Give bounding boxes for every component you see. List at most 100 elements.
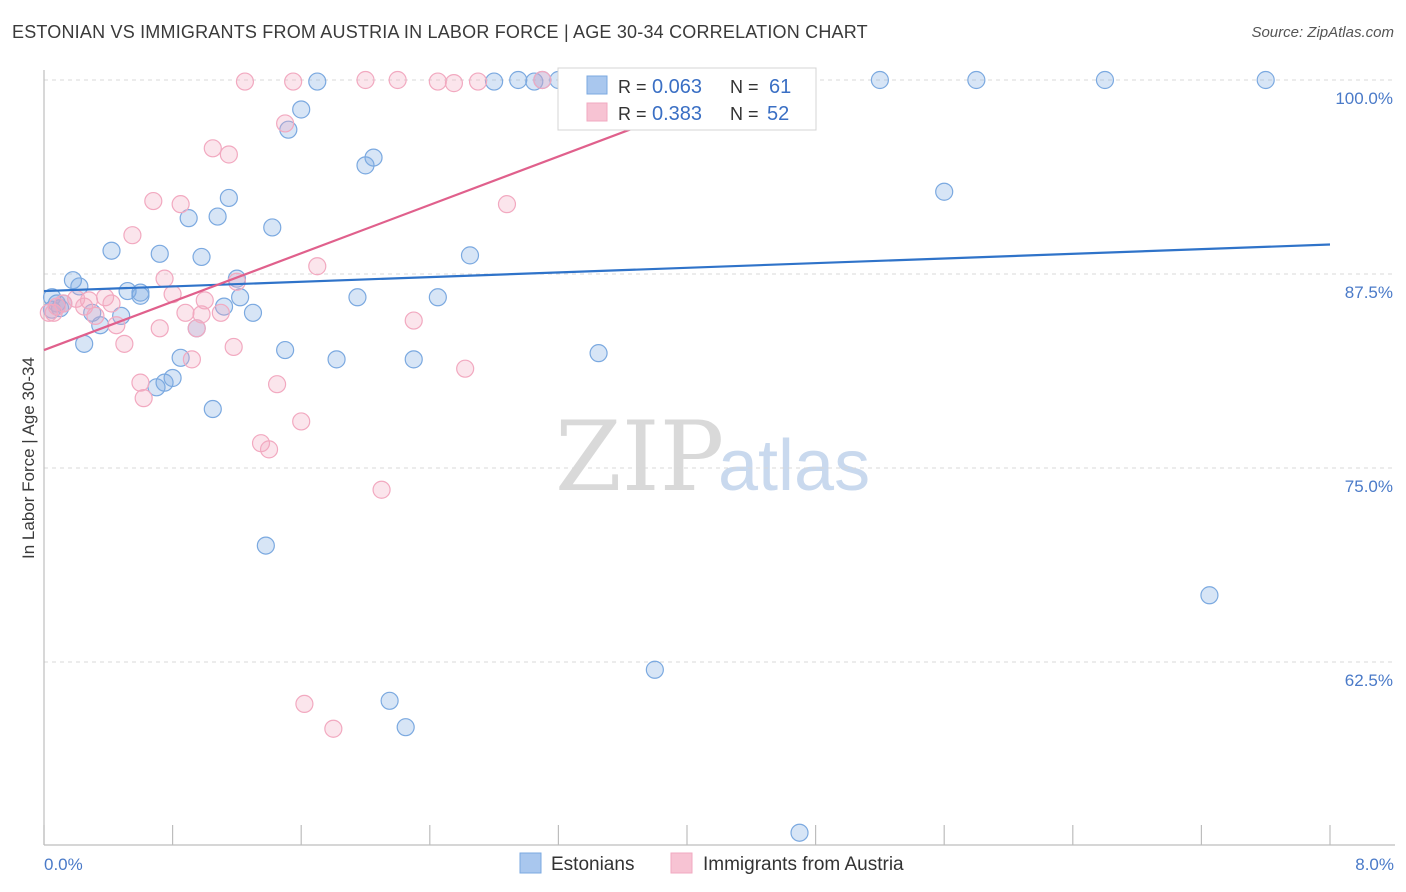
austria-point xyxy=(86,306,105,326)
austria-point xyxy=(468,72,488,91)
y-tick-label: 62.5% xyxy=(1345,671,1393,690)
austria-point xyxy=(123,226,142,245)
austria-point xyxy=(284,72,303,91)
estonians-point xyxy=(276,340,295,360)
estonians-point xyxy=(404,350,423,369)
source-label: Source: ZipAtlas.com xyxy=(1251,24,1394,41)
legend-r-value-1: 0.063 xyxy=(652,76,702,98)
austria-point xyxy=(388,70,407,90)
estonians-point xyxy=(348,288,367,307)
estonians-point xyxy=(967,70,986,90)
estonians-trend-line xyxy=(43,243,1331,293)
estonians-point xyxy=(263,218,282,237)
austria-point xyxy=(235,72,255,91)
austria-point xyxy=(292,412,311,431)
legend-swatch-pink xyxy=(586,102,608,122)
estonians-point xyxy=(208,207,227,226)
austria-trend-line xyxy=(43,113,672,352)
watermark-atlas: atlas xyxy=(718,426,870,506)
austria-point xyxy=(211,303,230,322)
austria-point xyxy=(203,139,222,158)
estonians-point xyxy=(870,70,890,90)
austria-point xyxy=(187,319,206,338)
estonians-point xyxy=(150,244,169,263)
estonians-point xyxy=(1200,586,1219,605)
austria-point xyxy=(219,145,238,164)
estonians-point xyxy=(42,300,62,319)
austria-point xyxy=(182,350,201,369)
x-axis-ticks xyxy=(43,825,1331,845)
legend-n-label-1: N = xyxy=(730,77,759,97)
estonians-point xyxy=(589,344,608,363)
watermark-zip: ZIP xyxy=(555,401,724,513)
estonians-point xyxy=(256,536,275,555)
austria-point xyxy=(404,311,423,330)
austria-point xyxy=(224,337,243,357)
estonians-point xyxy=(1095,70,1115,90)
bottom-legend-estonians: Estonians xyxy=(551,854,634,875)
y-tick-label: 75.0% xyxy=(1345,477,1393,496)
bottom-legend-swatch-austria xyxy=(670,852,693,874)
legend-n-label-2: N = xyxy=(730,104,759,124)
austria-point xyxy=(356,70,375,90)
estonians-point xyxy=(460,246,480,265)
estonians-point xyxy=(203,399,222,419)
austria-point xyxy=(428,72,447,91)
x-tick-min: 0.0% xyxy=(44,855,83,874)
austria-point xyxy=(295,694,314,714)
austria-point xyxy=(192,305,211,324)
austria-point xyxy=(259,440,279,459)
austria-point xyxy=(155,269,174,288)
legend-n-value-2: 52 xyxy=(767,103,789,125)
austria-point xyxy=(324,719,343,738)
estonians-point xyxy=(163,368,182,388)
y-axis-tick-labels: 62.5% 75.0% 87.5% 100.0% xyxy=(1335,89,1393,690)
estonians-point xyxy=(192,247,211,267)
estonians-point xyxy=(231,288,250,307)
estonians-point xyxy=(292,100,311,119)
estonians-point xyxy=(380,691,399,710)
estonians-point xyxy=(308,72,327,91)
austria-point xyxy=(79,291,99,310)
estonians-point xyxy=(485,72,504,91)
austria-point xyxy=(44,303,63,322)
austria-points xyxy=(39,70,616,738)
estonians-point xyxy=(243,303,263,322)
estonians-point xyxy=(364,148,383,167)
y-axis-label: In Labor Force | Age 30-34 xyxy=(19,357,38,559)
austria-point xyxy=(456,359,475,378)
austria-point xyxy=(308,257,327,276)
bottom-legend-swatch-estonians xyxy=(519,852,542,874)
stats-legend: R = 0.063 N = 61 R = 0.383 N = 52 xyxy=(557,67,817,131)
estonians-point xyxy=(509,70,528,90)
estonians-point xyxy=(179,209,198,228)
estonians-point xyxy=(102,241,121,260)
bottom-legend-austria: Immigrants from Austria xyxy=(703,854,904,875)
estonians-point xyxy=(428,288,447,307)
austria-point xyxy=(444,74,464,93)
estonians-point xyxy=(131,286,150,305)
estonians-point xyxy=(935,182,954,201)
chart-title: ESTONIAN VS IMMIGRANTS FROM AUSTRIA IN L… xyxy=(12,22,868,42)
legend-n-value-1: 61 xyxy=(769,76,791,98)
austria-point xyxy=(144,191,163,211)
austria-point xyxy=(176,303,195,322)
legend-r-label-1: R = xyxy=(618,77,647,97)
estonians-point xyxy=(645,660,664,679)
bottom-legend: Estonians Immigrants from Austria xyxy=(519,852,904,875)
estonians-point xyxy=(327,350,346,369)
austria-point xyxy=(115,334,134,353)
y-tick-label: 100.0% xyxy=(1335,89,1393,108)
austria-point xyxy=(533,70,552,90)
estonians-point xyxy=(790,823,809,842)
estonians-point xyxy=(396,718,415,737)
austria-point xyxy=(150,319,169,338)
y-tick-label: 87.5% xyxy=(1345,283,1393,302)
austria-point xyxy=(131,373,150,392)
austria-point xyxy=(195,291,214,310)
estonians-point xyxy=(219,188,238,208)
austria-point xyxy=(134,389,153,408)
austria-point xyxy=(372,480,391,499)
austria-point xyxy=(102,294,121,313)
